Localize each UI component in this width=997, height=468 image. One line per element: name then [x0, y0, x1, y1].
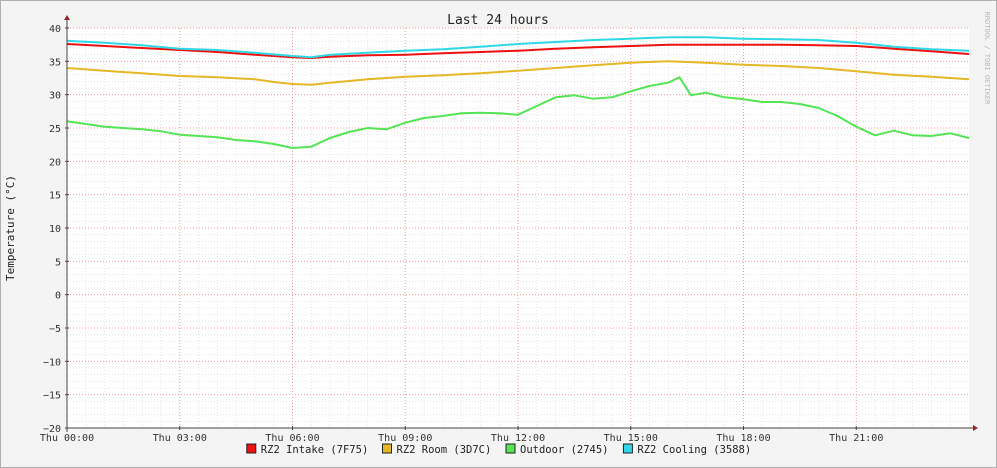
- y-tick-label: −15: [43, 391, 61, 402]
- series-lines: [66, 36, 970, 149]
- x-tick-label: Thu 21:00: [829, 433, 883, 444]
- y-tick-label: 35: [49, 57, 61, 68]
- series-line-rz2-intake-7f75: [66, 43, 970, 59]
- chart-title: Last 24 hours: [447, 13, 549, 28]
- tick-labels: −20 −15 −10 −5 0 5 10 15 20 25 30 35 40 Thu 00:00 Thu …: [40, 24, 883, 444]
- legend-label: RZ2 Cooling (3588): [637, 444, 751, 456]
- series-line-rz2-room-3d7c: [66, 60, 970, 86]
- x-tick-label: Thu 15:00: [604, 433, 658, 444]
- y-tick-label: −5: [49, 324, 61, 335]
- y-tick-label: 15: [49, 191, 61, 202]
- x-tick-label: Thu 18:00: [716, 433, 770, 444]
- y-tick-label: 40: [49, 24, 61, 35]
- legend-swatch: [382, 443, 392, 454]
- x-axis-arrow-icon: [973, 425, 978, 431]
- watermark: RRDTOOL / TOBI OETIKER: [983, 12, 991, 106]
- y-tick-label: 0: [55, 291, 61, 302]
- legend: RZ2 Intake (7F75) RZ2 Room (3D7C) Outdoor …: [246, 443, 751, 456]
- axes: [64, 15, 978, 432]
- y-axis-label: Temperature (°C): [4, 175, 17, 281]
- legend-swatch: [246, 443, 257, 454]
- x-tick-label: Thu 00:00: [40, 433, 94, 444]
- legend-label: Outdoor (2745): [520, 444, 609, 456]
- y-tick-label: 20: [49, 157, 61, 168]
- grid: [66, 27, 969, 429]
- x-tick-label: Thu 09:00: [378, 433, 432, 444]
- series-line-rz2-cooling-3588: [66, 36, 970, 59]
- y-tick-label: −10: [43, 357, 61, 368]
- y-tick-label: 5: [55, 257, 61, 268]
- legend-swatch: [505, 443, 516, 454]
- legend-label: RZ2 Intake (7F75): [261, 444, 368, 456]
- x-tick-label: Thu 12:00: [491, 433, 545, 444]
- y-tick-label: 30: [49, 91, 61, 102]
- y-axis-arrow-icon: [64, 15, 70, 20]
- x-tick-label: Thu 03:00: [153, 433, 207, 444]
- y-tick-label: 10: [49, 224, 61, 235]
- legend-swatch: [622, 443, 633, 454]
- x-tick-label: Thu 06:00: [265, 433, 319, 444]
- series-line-outdoor-2745: [66, 76, 970, 149]
- legend-label: RZ2 Room (3D7C): [397, 444, 492, 456]
- y-tick-label: 25: [49, 124, 61, 135]
- y-tick-label: −20: [43, 424, 61, 435]
